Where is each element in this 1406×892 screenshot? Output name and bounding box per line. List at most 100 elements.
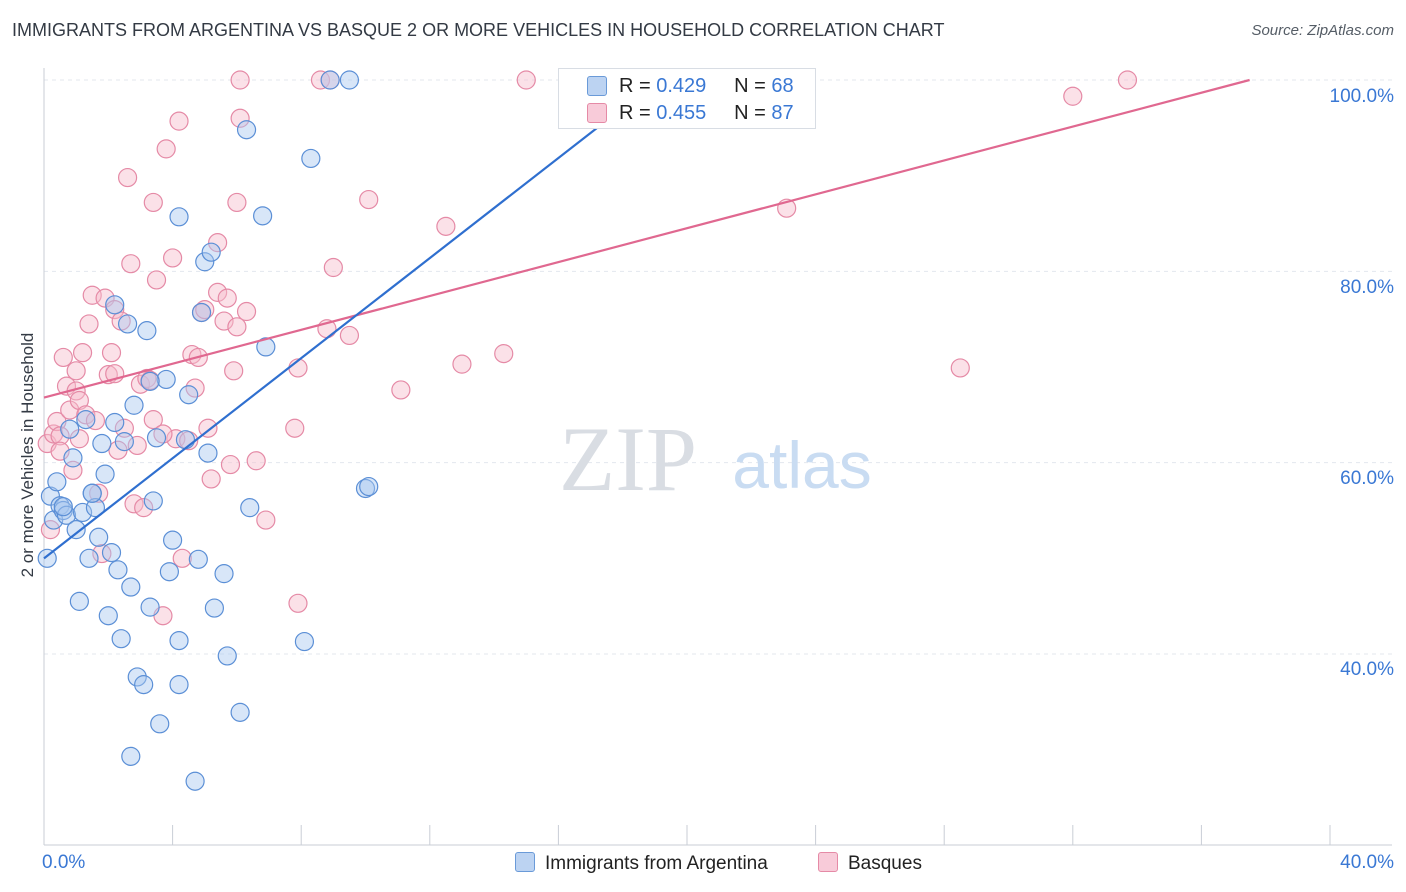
data-point [124,494,144,514]
legend-swatch-pink [587,103,607,123]
data-point [121,746,141,766]
data-point [105,300,125,320]
data-point [143,491,163,511]
data-point [323,257,343,278]
data-point [436,216,456,236]
bottom-legend-basques[interactable]: Basques [818,852,922,875]
data-point [1117,70,1138,90]
source-label: Source: ZipAtlas.com [1251,22,1394,39]
data-point [63,448,83,468]
data-point [124,395,144,415]
bottom-legend-argentina[interactable]: Immigrants from Argentina [515,852,768,875]
y-tick-100: 100.0% [1329,86,1394,107]
bottom-legend-swatch-pink [818,852,838,872]
data-point [76,405,96,425]
data-point [285,418,305,438]
grid-lines [44,79,1392,655]
data-point [127,435,147,456]
data-point [195,252,215,272]
data-point [92,433,112,454]
data-point [156,369,176,390]
data-point [98,606,118,626]
data-point [163,248,183,268]
data-point [208,233,228,253]
trendline-basques [43,78,1250,399]
data-point [201,242,221,262]
data-point [339,70,360,90]
data-point [47,472,67,492]
data-point [82,483,102,503]
data-point [169,111,189,131]
data-point [143,410,163,430]
data-point [137,321,157,341]
data-point [169,631,189,651]
basques-points [37,70,1138,626]
data-point [89,483,109,503]
data-point [294,631,315,652]
data-point [227,317,247,337]
data-point [204,598,224,618]
data-point [359,476,379,497]
data-point [188,549,208,569]
data-point [185,771,205,791]
data-point [117,167,138,188]
trendlines [43,69,1250,560]
data-point [1063,86,1083,106]
data-point [246,451,266,471]
data-point [452,354,472,374]
data-point [150,714,170,734]
data-point [217,646,237,666]
data-point [355,478,376,499]
data-point [121,577,141,597]
data-point [159,562,179,582]
data-point [101,343,122,363]
data-point [195,300,215,320]
data-point [37,548,57,568]
legend-n-label: N = [734,75,766,97]
data-point [101,542,122,563]
legend-r-value: 0.429 [656,75,707,97]
data-point [339,325,360,346]
legend-swatch-blue [587,76,607,96]
data-point [179,385,199,405]
legend-n-value: 87 [771,102,794,124]
bottom-legend-label: Basques [848,853,922,874]
data-point [105,412,125,433]
legend-r-value: 0.455 [656,102,707,124]
data-point [143,192,163,213]
watermark: ZIP atlas [559,408,872,510]
data-point [198,443,218,463]
watermark-atlas: atlas [732,428,871,502]
data-point [85,498,106,518]
data-point [72,502,93,523]
data-point [191,302,212,323]
data-point [50,426,70,446]
data-point [214,564,234,584]
data-point [359,189,379,210]
data-point [169,675,189,695]
data-point [163,530,183,550]
data-point [69,390,89,411]
trendline-argentina [43,69,672,560]
data-point [117,314,138,334]
data-point [85,410,106,431]
data-point [121,254,141,274]
data-point [53,347,73,368]
data-point [134,498,154,518]
data-point [108,560,128,580]
data-point [236,301,257,322]
data-point [53,497,73,517]
data-point [240,498,260,518]
argentina-points [37,70,379,791]
data-point [66,361,86,381]
data-point [230,70,250,90]
y-tick-80: 80.0% [1340,277,1394,298]
data-point [391,380,411,400]
legend-n-label: N = [734,102,766,124]
data-point [66,520,86,540]
data-point [127,667,147,687]
legend-n-value: 68 [771,75,794,97]
data-point [89,527,109,547]
data-point [146,270,167,290]
data-point [950,358,970,378]
